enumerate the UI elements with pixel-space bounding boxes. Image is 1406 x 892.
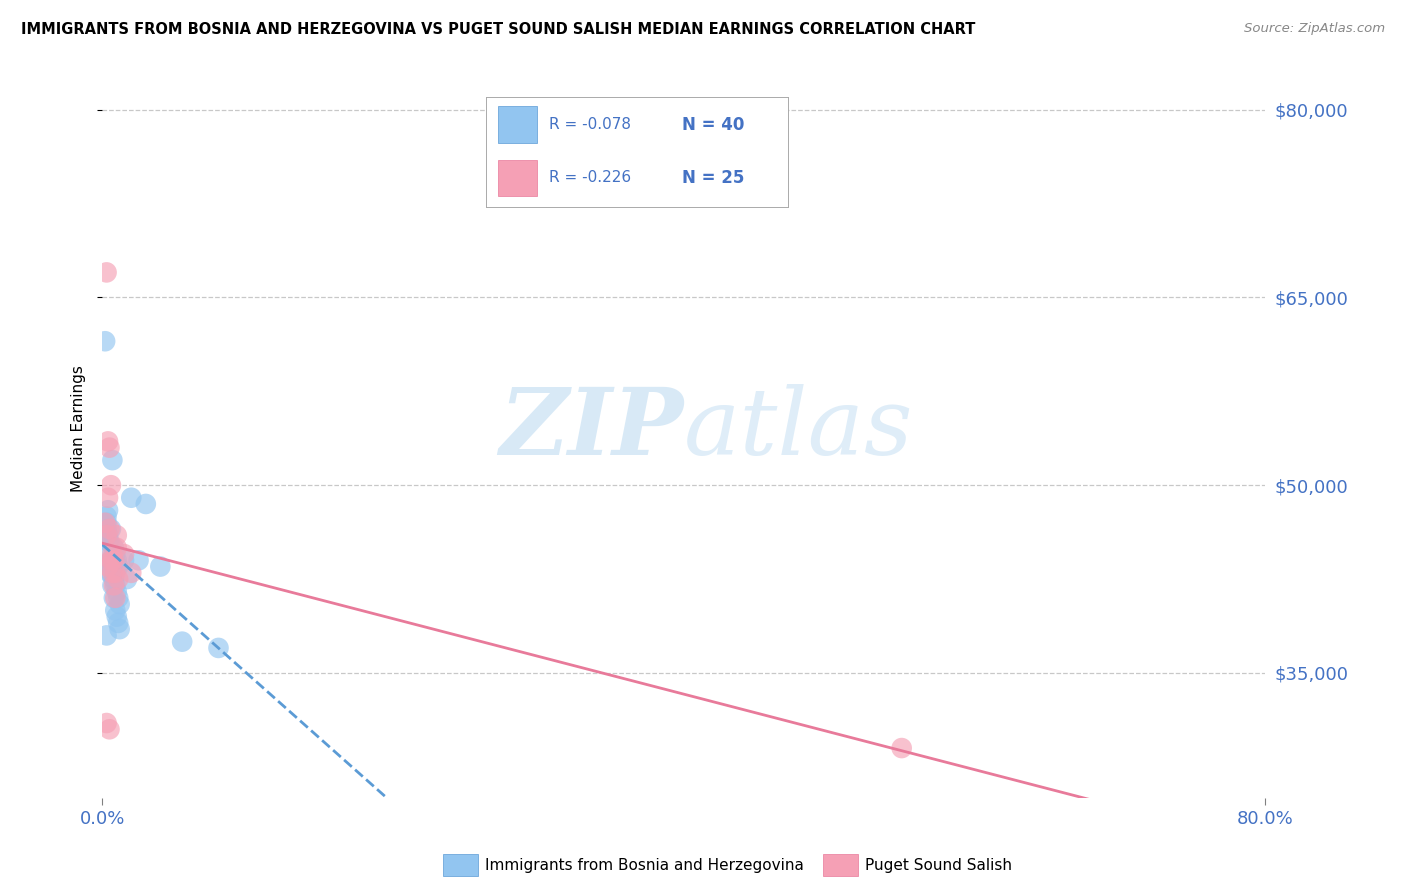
Point: [98, 547, 121, 561]
Point: [107, 572, 129, 586]
Point: [107, 615, 129, 630]
Point: [104, 578, 127, 592]
Point: [104, 591, 127, 605]
Text: IMMIGRANTS FROM BOSNIA AND HERZEGOVINA VS PUGET SOUND SALISH MEDIAN EARNINGS COR: IMMIGRANTS FROM BOSNIA AND HERZEGOVINA V…: [21, 22, 976, 37]
Point: [103, 572, 125, 586]
Point: [104, 566, 127, 580]
Point: [105, 541, 128, 555]
Point: [98, 522, 121, 536]
Point: [105, 609, 128, 624]
Point: [105, 553, 128, 567]
Point: [103, 591, 125, 605]
Point: [101, 553, 124, 567]
Point: [94, 516, 117, 530]
Point: [97, 559, 120, 574]
Point: [96, 509, 118, 524]
Point: [97, 503, 120, 517]
Point: [101, 566, 124, 580]
Point: [103, 541, 125, 555]
Text: Immigrants from Bosnia and Herzegovina: Immigrants from Bosnia and Herzegovina: [485, 858, 804, 872]
Y-axis label: Median Earnings: Median Earnings: [72, 366, 86, 492]
Point: [100, 553, 122, 567]
Point: [96, 516, 118, 530]
Point: [103, 578, 125, 592]
Point: [100, 522, 122, 536]
Point: [101, 559, 124, 574]
Point: [100, 566, 122, 580]
Text: ZIP: ZIP: [499, 384, 683, 474]
Point: [135, 497, 157, 511]
Point: [120, 566, 142, 580]
Point: [104, 547, 127, 561]
Point: [94, 334, 117, 349]
Point: [96, 716, 118, 731]
Point: [97, 534, 120, 549]
Point: [112, 547, 135, 561]
Point: [107, 559, 129, 574]
Point: [101, 547, 124, 561]
Point: [104, 603, 127, 617]
Point: [98, 723, 121, 737]
Point: [98, 441, 121, 455]
Point: [96, 628, 118, 642]
Point: [98, 566, 121, 580]
Text: atlas: atlas: [683, 384, 912, 474]
Point: [105, 528, 128, 542]
Point: [96, 265, 118, 279]
Point: [97, 434, 120, 449]
Point: [108, 597, 131, 611]
Point: [105, 584, 128, 599]
Point: [112, 553, 135, 567]
Point: [97, 491, 120, 505]
Point: [128, 553, 150, 567]
Point: [97, 528, 120, 542]
Point: [94, 528, 117, 542]
Point: [100, 478, 122, 492]
Point: [890, 741, 912, 756]
Point: [101, 578, 124, 592]
Point: [98, 534, 121, 549]
Point: [172, 634, 194, 648]
Point: [149, 559, 172, 574]
Point: [96, 528, 118, 542]
Point: [101, 453, 124, 467]
Point: [115, 572, 138, 586]
Point: [103, 553, 125, 567]
Text: Source: ZipAtlas.com: Source: ZipAtlas.com: [1244, 22, 1385, 36]
Point: [120, 491, 142, 505]
Point: [96, 522, 118, 536]
Point: [107, 591, 129, 605]
Text: Puget Sound Salish: Puget Sound Salish: [865, 858, 1012, 872]
Point: [207, 640, 229, 655]
Point: [100, 553, 122, 567]
Point: [108, 622, 131, 636]
